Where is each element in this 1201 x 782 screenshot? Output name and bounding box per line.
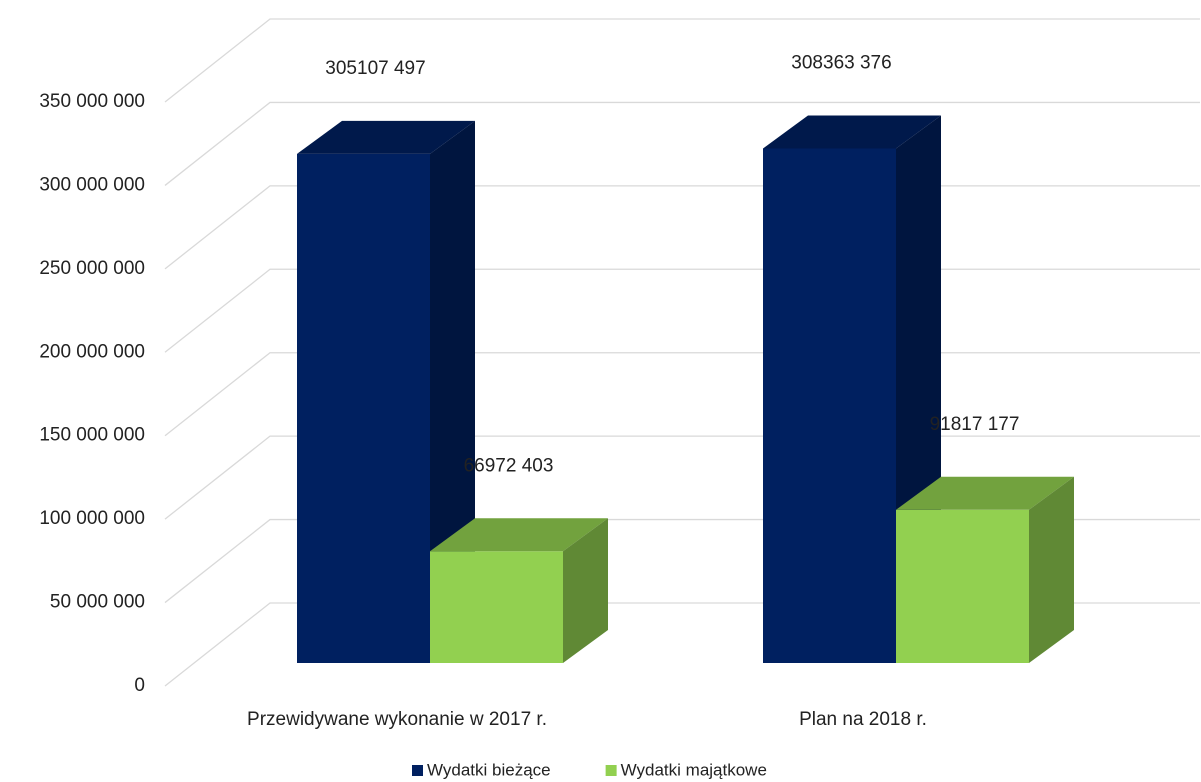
y-tick-label: 150 000 000 xyxy=(39,425,145,446)
bar-front xyxy=(430,551,563,663)
y-tick-label: 200 000 000 xyxy=(39,341,145,362)
legend-swatch xyxy=(412,765,423,776)
data-label: 91817 177 xyxy=(930,414,1020,435)
bar-side xyxy=(563,518,608,663)
legend-swatch xyxy=(605,765,617,776)
grid-line xyxy=(164,18,1200,103)
bar-top xyxy=(430,518,608,552)
y-tick-label: 100 000 000 xyxy=(39,508,145,529)
x-tick-label: Przewidywane wykonanie w 2017 r. xyxy=(247,709,547,730)
data-label: 305107 497 xyxy=(325,58,425,79)
bar-top xyxy=(896,476,1074,510)
y-tick-label: 250 000 000 xyxy=(39,258,145,279)
bar-top xyxy=(297,120,475,154)
bar-side xyxy=(1029,476,1074,663)
data-label: 308363 376 xyxy=(791,52,891,73)
bar-top xyxy=(763,115,941,149)
data-label: 66972 403 xyxy=(464,455,554,476)
bar-front xyxy=(896,509,1029,663)
bar-front xyxy=(763,148,896,663)
legend-label: Wydatki majątkowe xyxy=(621,760,767,779)
y-tick-label: 50 000 000 xyxy=(50,592,145,613)
legend-label: Wydatki bieżące xyxy=(427,760,551,779)
x-tick-label: Plan na 2018 r. xyxy=(799,709,927,730)
y-tick-label: 350 000 000 xyxy=(39,91,145,112)
y-tick-label: 300 000 000 xyxy=(39,174,145,195)
y-tick-label: 0 xyxy=(134,675,145,696)
bar-front xyxy=(297,153,430,663)
grid-line xyxy=(164,101,1200,186)
